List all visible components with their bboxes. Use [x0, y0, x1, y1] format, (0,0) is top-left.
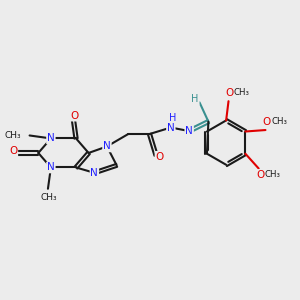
Text: H: H — [191, 94, 199, 104]
Text: N: N — [167, 122, 175, 133]
Text: O: O — [9, 146, 17, 157]
Text: O: O — [70, 111, 79, 121]
Text: CH₃: CH₃ — [5, 131, 21, 140]
Text: CH₃: CH₃ — [234, 88, 250, 98]
Text: N: N — [47, 134, 55, 143]
Text: H: H — [169, 113, 176, 123]
Text: N: N — [91, 168, 98, 178]
Text: O: O — [155, 152, 164, 162]
Text: O: O — [256, 170, 264, 180]
Text: N: N — [103, 142, 111, 152]
Text: O: O — [225, 88, 233, 98]
Text: CH₃: CH₃ — [265, 170, 281, 179]
Text: CH₃: CH₃ — [40, 193, 57, 202]
Text: O: O — [263, 117, 271, 127]
Text: N: N — [47, 163, 55, 172]
Text: CH₃: CH₃ — [272, 117, 288, 126]
Text: N: N — [185, 126, 193, 136]
